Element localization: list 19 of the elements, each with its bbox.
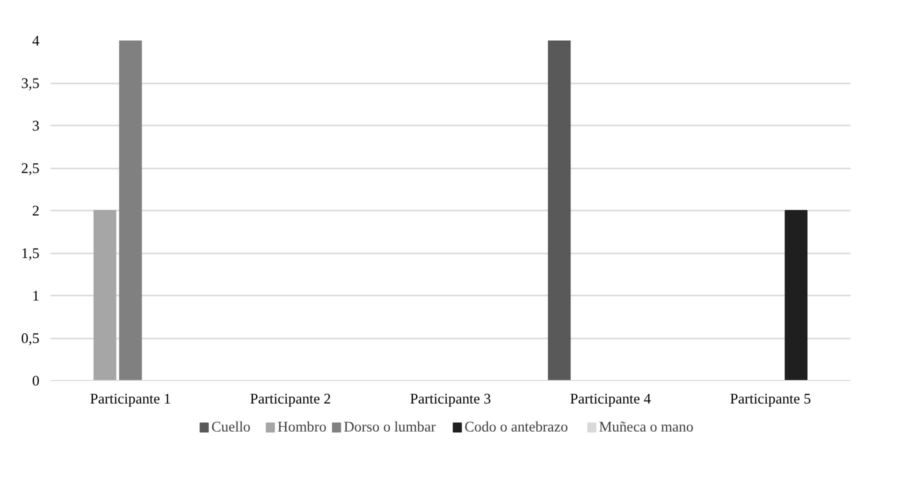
- x-tick-label: Participante 5: [730, 392, 812, 408]
- y-tick-label: 0,5: [21, 331, 40, 347]
- y-tick-label: 3,5: [21, 76, 40, 92]
- x-tick-label: Participante 3: [410, 392, 492, 408]
- x-tick-label: Participante 1: [90, 392, 172, 408]
- y-tick-label: 4: [32, 34, 40, 50]
- legend-label: Cuello: [211, 420, 250, 436]
- y-tick-label: 3: [32, 118, 40, 134]
- legend-label: Muñeca o mano: [598, 420, 694, 436]
- legend-label: Hombro: [278, 420, 326, 436]
- y-tick-label: 1,5: [21, 246, 40, 262]
- y-tick-label: 2: [32, 204, 40, 220]
- y-tick-label: 0: [32, 374, 40, 390]
- legend-label: Dorso o lumbar: [344, 420, 436, 436]
- legend-label: Codo o antebrazo: [464, 420, 568, 436]
- x-tick-label: Participante 2: [250, 392, 332, 408]
- x-tick-label: Participante 4: [570, 392, 652, 408]
- y-tick-label: 2,5: [21, 161, 40, 177]
- y-tick-label: 1: [32, 288, 40, 304]
